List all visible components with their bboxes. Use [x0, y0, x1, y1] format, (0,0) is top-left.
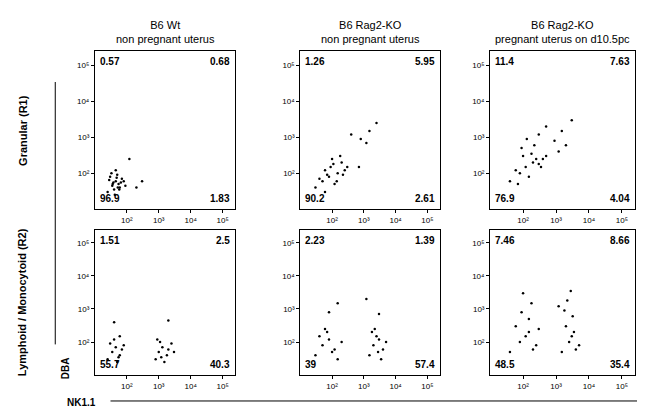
svg-text:10⁴: 10⁴: [583, 382, 596, 391]
svg-text:10⁴: 10⁴: [389, 382, 402, 391]
svg-text:10²: 10²: [283, 169, 295, 178]
svg-text:10²: 10²: [78, 169, 90, 178]
svg-text:2.5: 2.5: [216, 235, 230, 246]
svg-text:10⁵: 10⁵: [282, 61, 294, 70]
svg-text:10³: 10³: [283, 133, 295, 142]
svg-text:10²: 10²: [78, 338, 90, 347]
svg-text:57.4: 57.4: [415, 359, 435, 370]
svg-text:10²: 10²: [517, 216, 529, 225]
svg-text:55.7: 55.7: [100, 359, 120, 370]
svg-text:2.61: 2.61: [415, 193, 435, 204]
svg-text:10⁵: 10⁵: [616, 382, 628, 391]
svg-text:B6 Rag2-KOpregnant uterus on d: B6 Rag2-KOpregnant uterus on d10.5pc: [495, 19, 630, 45]
svg-text:B6 Wtnon pregnant uterus: B6 Wtnon pregnant uterus: [116, 19, 215, 45]
svg-text:10⁵: 10⁵: [77, 61, 89, 70]
svg-text:10³: 10³: [153, 382, 165, 391]
svg-text:11.4: 11.4: [495, 56, 514, 67]
svg-text:10⁴: 10⁴: [282, 97, 295, 106]
svg-text:10⁵: 10⁵: [472, 61, 484, 70]
svg-text:10⁴: 10⁴: [77, 97, 90, 106]
svg-text:1.26: 1.26: [305, 56, 325, 67]
svg-text:10⁴: 10⁴: [282, 272, 295, 281]
svg-text:DBA: DBA: [60, 358, 71, 380]
svg-text:10⁴: 10⁴: [184, 216, 197, 225]
svg-text:B6 Rag2-KOnon pregnant uterus: B6 Rag2-KOnon pregnant uterus: [321, 19, 420, 45]
svg-text:1.39: 1.39: [415, 235, 435, 246]
svg-text:10²: 10²: [473, 338, 485, 347]
svg-text:10³: 10³: [358, 216, 370, 225]
svg-text:10⁴: 10⁴: [184, 382, 197, 391]
svg-text:10⁴: 10⁴: [77, 272, 90, 281]
svg-text:10⁵: 10⁵: [77, 239, 89, 248]
svg-text:7.46: 7.46: [495, 235, 515, 246]
svg-text:10²: 10²: [473, 169, 485, 178]
svg-text:1.83: 1.83: [210, 193, 230, 204]
svg-text:90.2: 90.2: [305, 193, 325, 204]
svg-text:10⁴: 10⁴: [472, 272, 485, 281]
svg-text:0.68: 0.68: [210, 56, 230, 67]
svg-text:10⁴: 10⁴: [583, 216, 596, 225]
svg-text:10⁵: 10⁵: [282, 239, 294, 248]
svg-text:10²: 10²: [283, 338, 295, 347]
svg-text:10³: 10³: [473, 305, 485, 314]
svg-text:10³: 10³: [550, 382, 562, 391]
svg-text:10³: 10³: [358, 382, 370, 391]
svg-text:10²: 10²: [121, 216, 133, 225]
svg-text:10³: 10³: [550, 216, 562, 225]
svg-text:10³: 10³: [283, 305, 295, 314]
svg-text:0.57: 0.57: [100, 56, 120, 67]
svg-text:10³: 10³: [78, 305, 90, 314]
svg-text:10⁴: 10⁴: [389, 216, 402, 225]
svg-text:8.66: 8.66: [610, 235, 630, 246]
svg-text:10³: 10³: [153, 216, 165, 225]
svg-text:40.3: 40.3: [210, 359, 230, 370]
svg-text:Granular (R1): Granular (R1): [17, 95, 29, 166]
svg-text:10⁵: 10⁵: [472, 239, 484, 248]
svg-text:10²: 10²: [326, 216, 338, 225]
svg-text:10⁵: 10⁵: [216, 382, 228, 391]
svg-text:2.23: 2.23: [305, 235, 325, 246]
svg-text:10³: 10³: [78, 133, 90, 142]
svg-text:48.5: 48.5: [495, 359, 515, 370]
svg-text:35.4: 35.4: [610, 359, 630, 370]
svg-text:39: 39: [305, 359, 317, 370]
svg-text:10⁴: 10⁴: [472, 97, 485, 106]
svg-text:10⁵: 10⁵: [216, 216, 228, 225]
svg-text:96.9: 96.9: [100, 193, 120, 204]
svg-text:10³: 10³: [473, 133, 485, 142]
svg-text:7.63: 7.63: [610, 56, 630, 67]
svg-text:10²: 10²: [326, 382, 338, 391]
svg-text:10²: 10²: [121, 382, 133, 391]
svg-text:76.9: 76.9: [495, 193, 515, 204]
svg-text:4.04: 4.04: [610, 193, 630, 204]
svg-text:10²: 10²: [517, 382, 529, 391]
svg-text:NK1.1: NK1.1: [67, 397, 96, 408]
svg-text:1.51: 1.51: [100, 235, 120, 246]
svg-text:10⁵: 10⁵: [421, 382, 433, 391]
svg-text:10⁵: 10⁵: [616, 216, 628, 225]
svg-text:Lymphoid / Monocytoid (R2): Lymphoid / Monocytoid (R2): [16, 228, 28, 376]
svg-text:10⁵: 10⁵: [421, 216, 433, 225]
svg-text:5.95: 5.95: [415, 56, 435, 67]
